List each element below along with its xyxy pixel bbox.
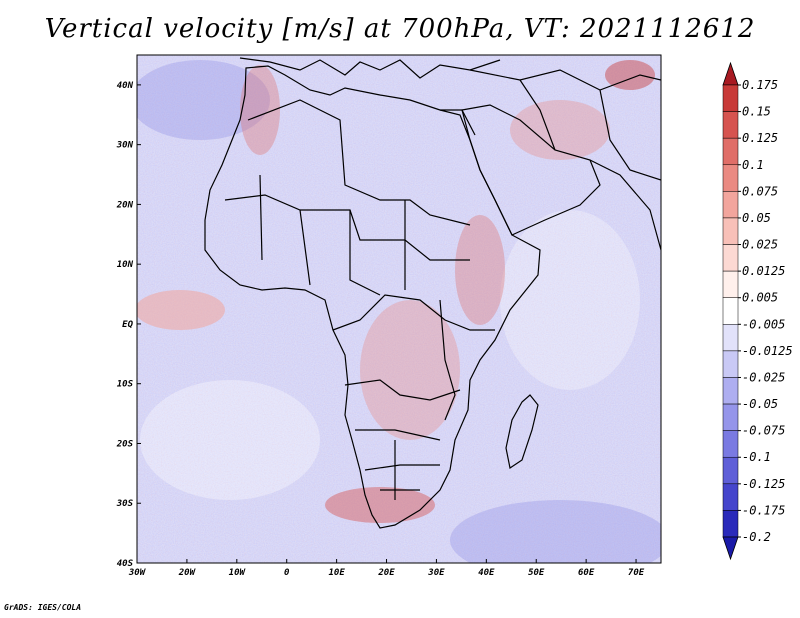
- x-tick-label: 0: [284, 568, 290, 578]
- colorbar-label: -0.075: [742, 424, 785, 438]
- y-tick-label: 10N: [117, 260, 134, 270]
- colorbar-band: [722, 244, 739, 272]
- colorbar-label: -0.175: [742, 503, 785, 517]
- y-tick-label: 10S: [117, 380, 134, 390]
- credit-text: GrADS: IGES/COLA: [4, 603, 82, 612]
- colorbar-band: [722, 430, 739, 458]
- colorbar-label: -0.2: [742, 530, 771, 544]
- x-tick-label: 10E: [328, 568, 345, 578]
- coastlines: [204, 57, 661, 529]
- colorbar-bottom-arrow: [722, 536, 739, 561]
- y-tick-label: 20N: [116, 200, 134, 210]
- colorbar-label: 0.15: [742, 105, 771, 119]
- colorbar-label: 0.05: [742, 211, 771, 225]
- colorbar-band: [722, 377, 739, 405]
- colorbar-band: [722, 483, 739, 511]
- x-tick-label: 40E: [478, 568, 495, 578]
- colorbar-band: [722, 111, 739, 139]
- colorbar-label: 0.125: [742, 131, 778, 145]
- y-tick-label: 30N: [116, 141, 134, 151]
- x-axis: 30W 20W 10W 0 10E 20E 30E 40E 50E 60E 70E: [128, 559, 645, 578]
- x-tick-label: 70E: [628, 568, 645, 578]
- colorbar-band: [722, 510, 739, 538]
- y-tick-label: 40N: [117, 81, 134, 91]
- colorbar-label: -0.025: [742, 370, 785, 384]
- arabia-outline: [461, 104, 601, 236]
- colorbar-band: [722, 137, 739, 166]
- x-tick-label: 20W: [178, 568, 197, 578]
- colorbar-label: -0.0125: [742, 344, 793, 358]
- x-tick-label: 60E: [578, 568, 595, 578]
- colorbar-label: -0.125: [742, 477, 785, 491]
- colorbar-band: [722, 191, 739, 219]
- colorbar-label: 0.175: [742, 78, 778, 92]
- colorbar: 0.175 0.15 0.125 0.1 0.075 0.05 0.025 0.0125 0.0…: [722, 61, 793, 561]
- colorbar-label: -0.005: [742, 317, 785, 331]
- velocity-field: [137, 55, 661, 563]
- y-tick-label: 20S: [116, 439, 134, 449]
- x-tick-label: 10W: [229, 568, 247, 578]
- colorbar-band: [722, 217, 739, 245]
- colorbar-band: [722, 164, 739, 192]
- colorbar-band: [722, 324, 739, 352]
- colorbar-label: 0.005: [742, 291, 778, 305]
- colorbar-label: 0.1: [742, 158, 764, 172]
- y-axis: 40N 30N 20N 10N EQ 10S 20S 30S 40S: [116, 81, 141, 569]
- madagascar-outline: [505, 394, 539, 469]
- colorbar-band: [722, 456, 739, 485]
- colorbar-band: [722, 84, 739, 112]
- y-tick-label: 40S: [117, 559, 134, 569]
- colorbar-label: 0.025: [742, 238, 778, 252]
- colorbar-label: 0.075: [742, 184, 778, 198]
- colorbar-label: -0.05: [742, 397, 778, 411]
- colorbar-band: [722, 297, 739, 325]
- colorbar-band: [722, 350, 739, 378]
- colorbar-band: [722, 270, 739, 298]
- colorbar-band: [722, 403, 739, 431]
- x-tick-label: 30W: [128, 568, 147, 578]
- x-tick-label: 20E: [377, 568, 395, 578]
- x-tick-label: 30E: [427, 568, 445, 578]
- plot-frame: [136, 54, 662, 564]
- colorbar-top-arrow: [722, 61, 739, 86]
- chart-title: Vertical velocity [m/s] at 700hPa, VT: 2…: [44, 14, 756, 44]
- colorbar-label: -0.1: [742, 450, 771, 464]
- y-tick-label: EQ: [122, 320, 133, 330]
- colorbar-label: 0.0125: [742, 264, 785, 278]
- y-tick-label: 30S: [116, 499, 134, 509]
- x-tick-label: 50E: [528, 568, 545, 578]
